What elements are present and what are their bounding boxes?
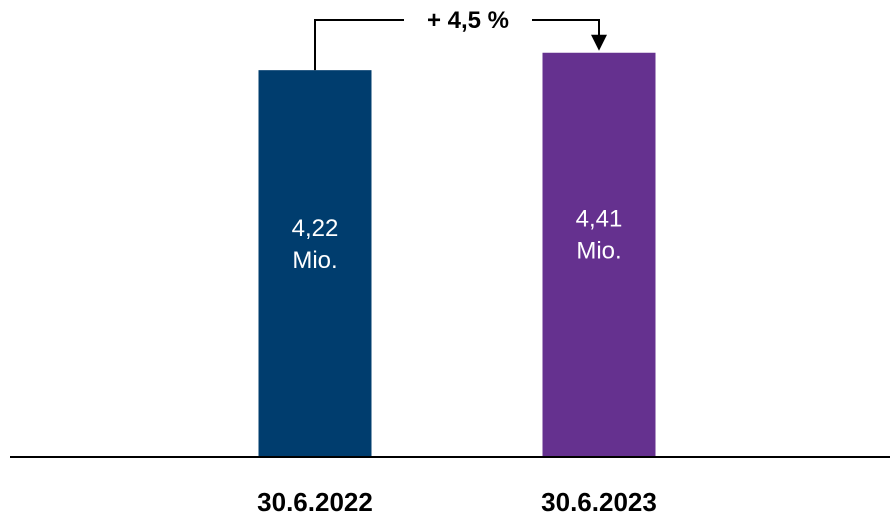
value-labels-group: 4,22 Mio. 4,41 Mio. xyxy=(292,206,623,274)
bar-unit-label: Mio. xyxy=(576,238,621,265)
bar-30.6.2022 xyxy=(258,70,372,458)
annotation-right-bracket xyxy=(532,19,600,37)
bar-30.6.2023 xyxy=(542,52,656,457)
annotation-change-label: + 4,5 % xyxy=(427,7,509,34)
bar-value-label: 4,41 xyxy=(576,206,623,233)
x-tick-label: 30.6.2022 xyxy=(257,487,373,517)
bars-group xyxy=(258,52,656,458)
annotation-arrowhead xyxy=(591,34,607,51)
change-annotation: + 4,5 % xyxy=(314,7,607,71)
bar-value-label: 4,22 xyxy=(292,215,339,242)
annotation-left-bracket xyxy=(314,19,404,71)
x-tick-labels-group: 30.6.2022 30.6.2023 xyxy=(257,487,657,517)
bar-unit-label: Mio. xyxy=(292,247,337,274)
x-tick-label: 30.6.2023 xyxy=(541,487,657,517)
